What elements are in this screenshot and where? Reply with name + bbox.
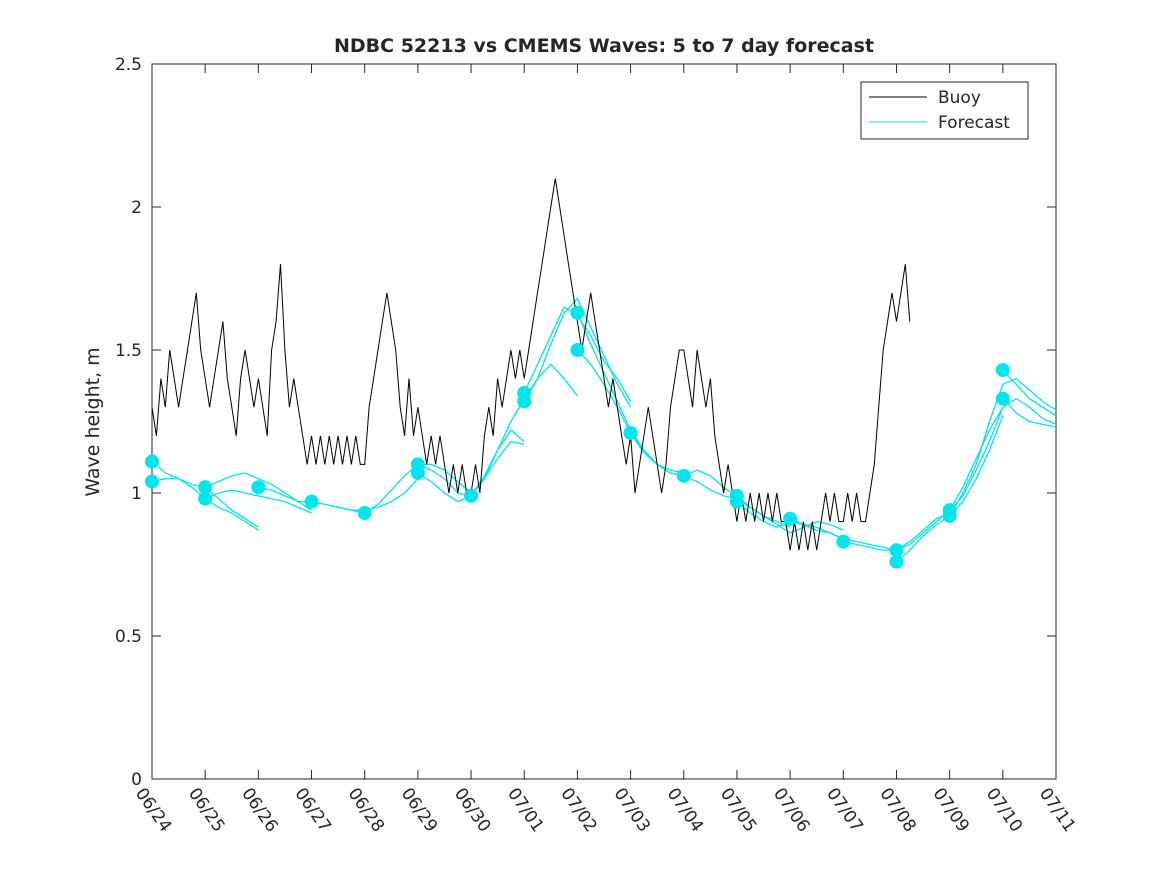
forecast-marker — [623, 425, 638, 440]
plot-frame — [151, 63, 1057, 780]
forecast-run-line — [576, 349, 684, 474]
x-tick-label: 07/03 — [609, 784, 653, 836]
forecast-run-line — [1002, 369, 1057, 417]
forecast-marker — [304, 494, 319, 509]
y-tick-label: 0 — [131, 770, 142, 790]
x-tick-label: 07/10 — [982, 784, 1026, 836]
forecast-run-line — [949, 397, 1057, 511]
forecast-run-line — [576, 312, 684, 477]
forecast-marker — [783, 511, 798, 526]
forecast-marker — [145, 454, 159, 469]
x-tick-label: 07/09 — [929, 784, 973, 836]
forecast-run-line — [470, 363, 578, 497]
y-tick-label: 0.5 — [115, 627, 142, 647]
x-tick-label: 07/08 — [875, 784, 919, 836]
forecast-run-line — [736, 495, 844, 534]
x-tick-label: 07/11 — [1035, 784, 1079, 836]
forecast-run-line — [204, 489, 312, 514]
y-tick-label: 2 — [131, 198, 142, 218]
forecast-marker — [570, 343, 585, 357]
x-tick-label: 07/02 — [556, 784, 600, 836]
y-tick-label: 1 — [131, 484, 142, 504]
legend-box — [860, 81, 1029, 140]
forecast-marker — [198, 491, 213, 506]
x-tick-label: 07/01 — [503, 784, 547, 836]
forecast-marker — [995, 391, 1010, 406]
x-tick-label: 06/30 — [450, 784, 494, 836]
forecast-marker — [836, 534, 851, 549]
forecast-run-line — [630, 432, 738, 497]
x-tick-label: 06/25 — [184, 784, 228, 836]
legend-label-forecast: Forecast — [938, 113, 1010, 133]
forecast-run-line — [949, 377, 1057, 517]
forecast-marker — [676, 468, 691, 483]
forecast-marker — [251, 480, 266, 495]
forecast-marker — [570, 305, 585, 320]
forecast-run-line — [311, 478, 419, 511]
forecast-marker — [995, 363, 1010, 378]
chart-title: NDBC 52213 vs CMEMS Waves: 5 to 7 day fo… — [334, 35, 874, 57]
x-tick-label: 06/27 — [290, 784, 334, 836]
y-axis-label: Wave height, m — [82, 347, 104, 496]
forecast-run-line — [1002, 398, 1057, 428]
x-tick-label: 06/26 — [237, 784, 281, 836]
forecast-marker — [889, 554, 904, 569]
x-tick-label: 06/24 — [131, 784, 175, 836]
plot-area: 00.511.522.506/24 06/25 06/26 06/27 06/28 06/… — [115, 55, 1079, 836]
buoy-series-line — [151, 178, 911, 551]
forecast-run-line — [523, 297, 632, 408]
x-tick-label: 07/07 — [822, 784, 866, 836]
y-tick-label: 1.5 — [115, 341, 142, 361]
forecast-marker — [942, 508, 957, 523]
x-tick-label: 06/29 — [397, 784, 441, 836]
legend-label-buoy: Buoy — [938, 88, 981, 108]
forecast-marker — [729, 494, 744, 509]
forecast-marker — [410, 465, 425, 480]
forecast-run-line — [204, 472, 312, 511]
forecast-marker — [145, 474, 159, 489]
x-tick-label: 06/28 — [344, 784, 388, 836]
legend: Buoy Forecast — [860, 81, 1029, 140]
forecast-marker — [357, 506, 372, 521]
x-tick-label: 07/06 — [769, 784, 813, 836]
forecast-run-line — [417, 440, 525, 497]
forecast-marker — [517, 394, 532, 409]
y-tick-label: 2.5 — [115, 55, 142, 75]
x-tick-label: 07/04 — [663, 784, 707, 836]
x-tick-label: 07/05 — [716, 784, 760, 836]
forecast-marker — [464, 488, 479, 503]
